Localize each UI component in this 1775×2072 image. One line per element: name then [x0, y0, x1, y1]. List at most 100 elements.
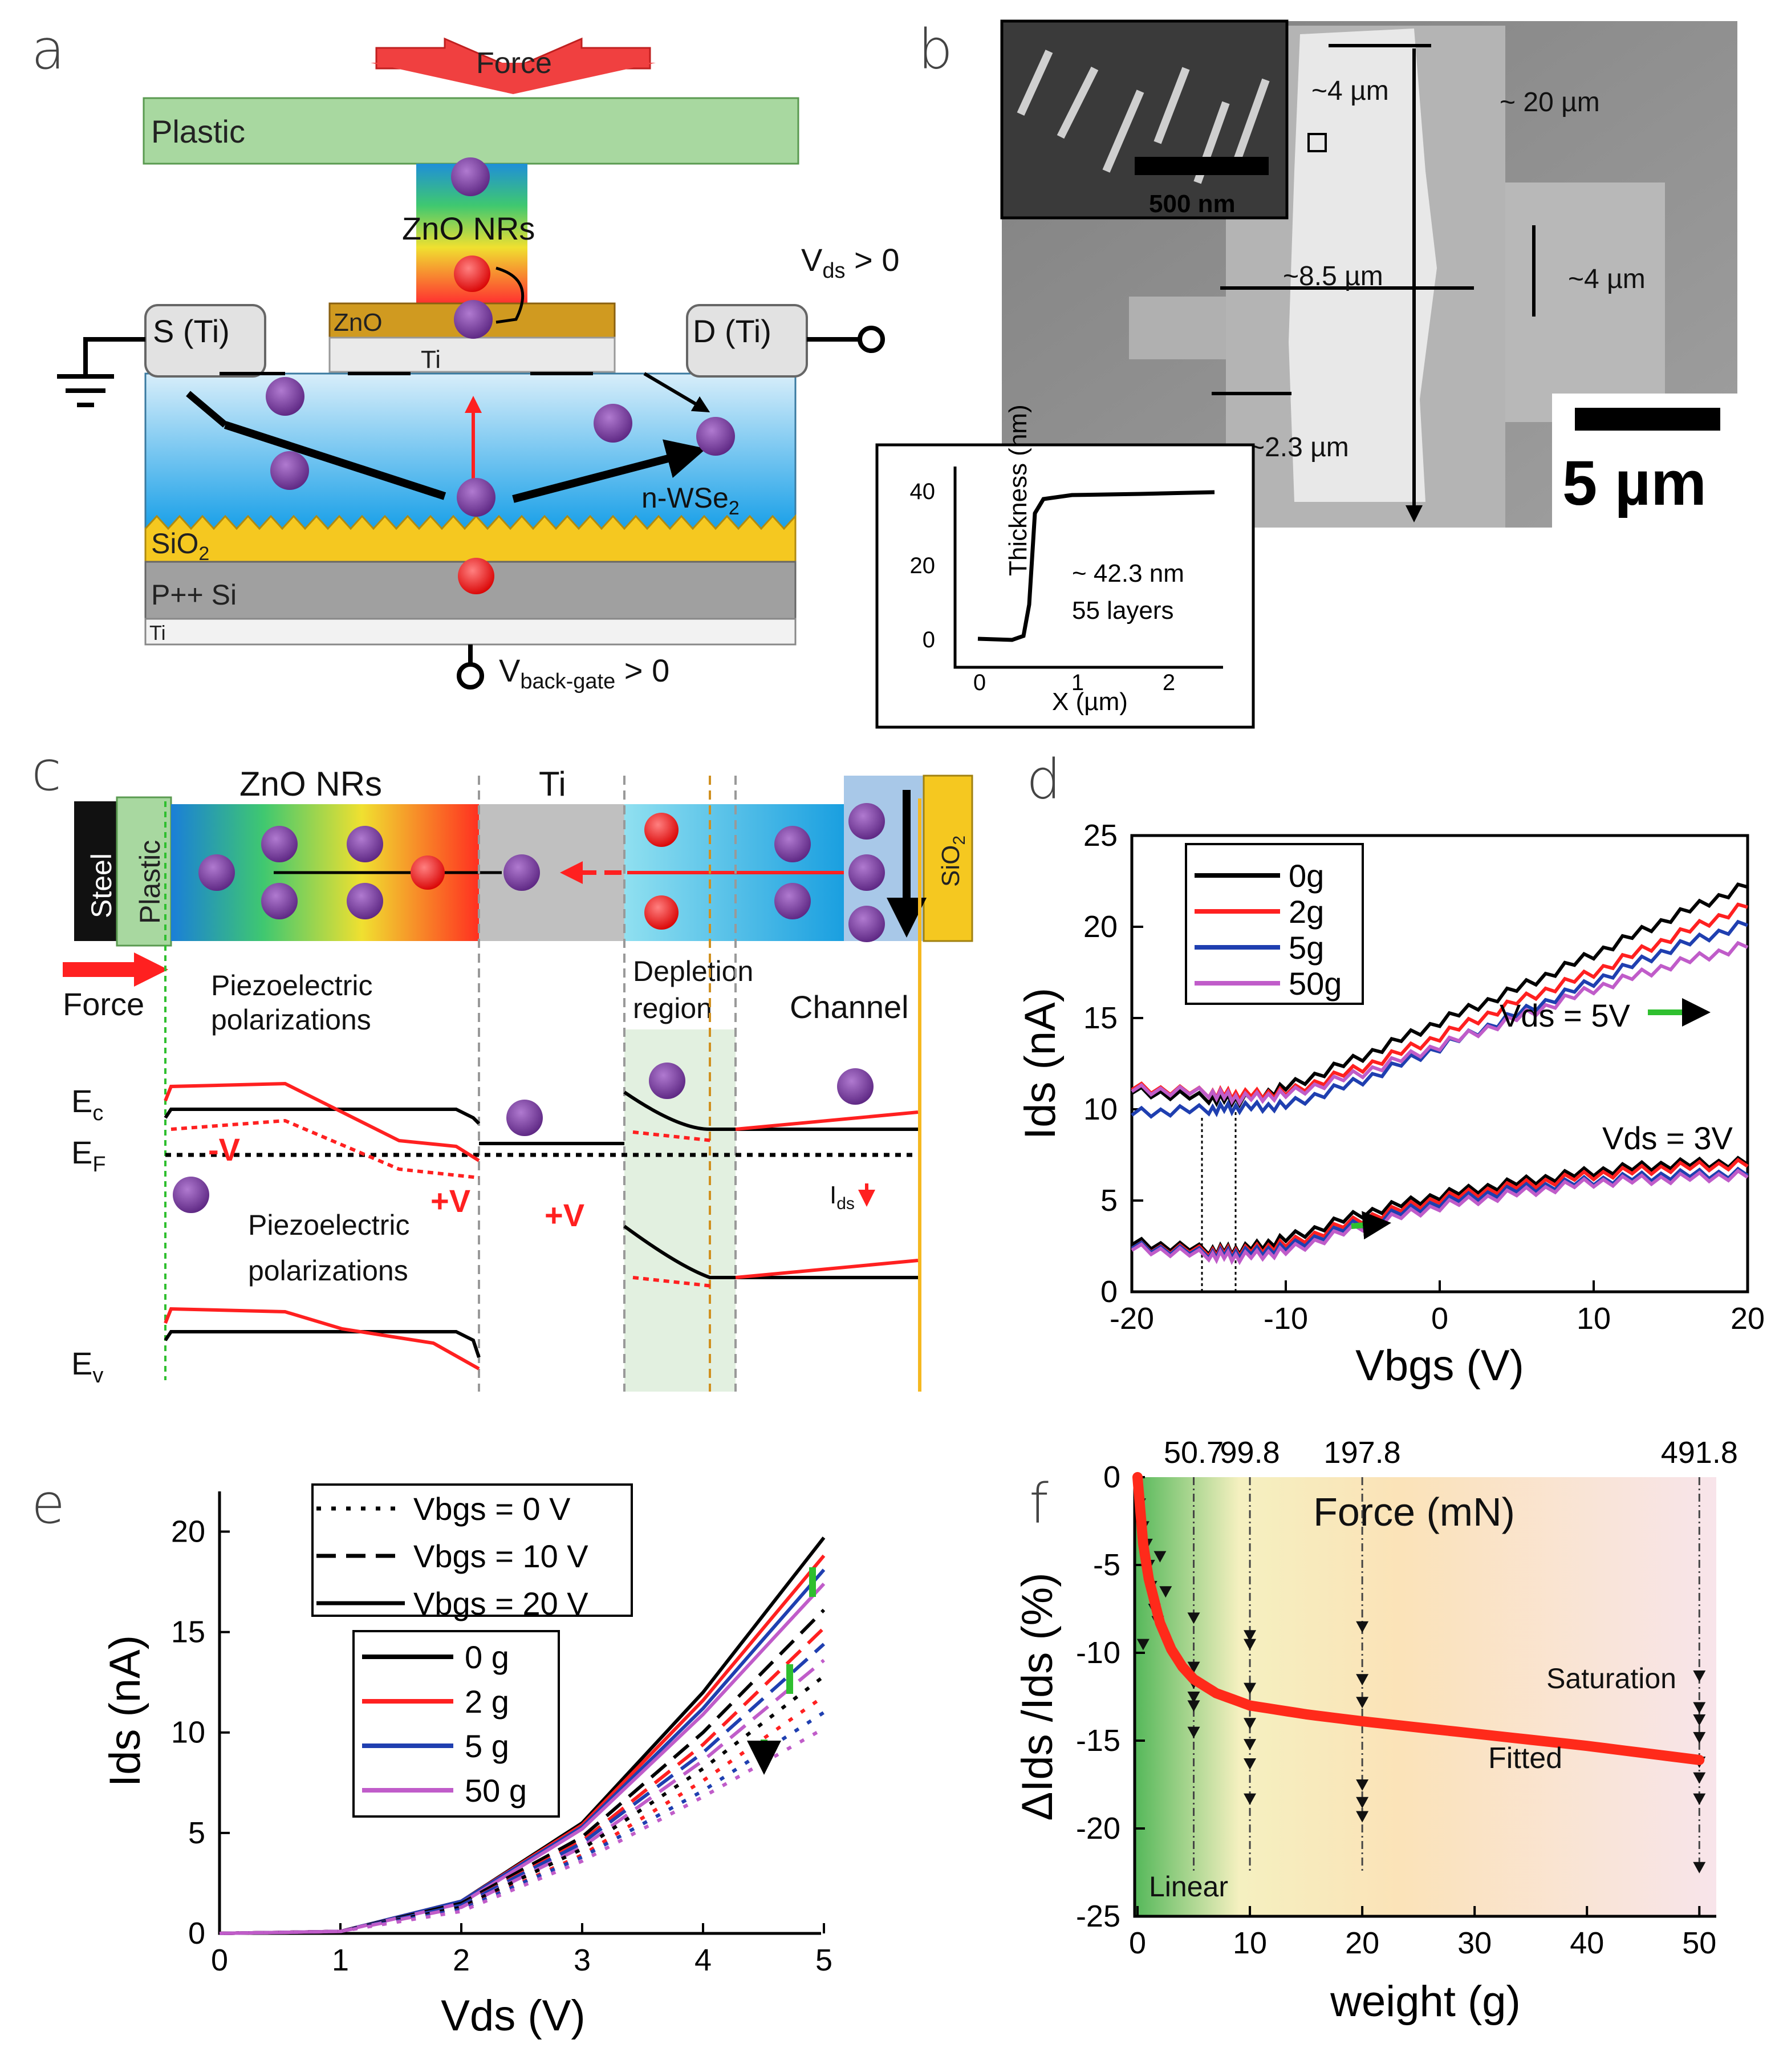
zno-nrs-title: ZnO NRs: [239, 765, 382, 803]
ylabel-f: ΔIds /Ids (%): [1013, 1572, 1062, 1820]
panel-label-e: e: [31, 1472, 65, 1536]
panel-label-a: a: [31, 18, 65, 82]
series-line-0g: [1131, 882, 1748, 1109]
inset-scale-bar: [1135, 157, 1269, 175]
vbg-label: Vback-gate > 0: [499, 652, 669, 694]
legend-label: 2g: [1289, 894, 1324, 930]
ticks-d: -20 -10 0 10 20 0 5 10 15 20 25: [1083, 818, 1765, 1336]
series-line-0 g: [219, 1674, 825, 1935]
data-point: [1244, 1739, 1257, 1751]
data-point: [1187, 1612, 1200, 1624]
legend-label: Vbgs = 20 V: [413, 1586, 588, 1621]
zno-nrs-label: ZnO NRs: [402, 210, 535, 246]
gate-terminal: [457, 662, 484, 690]
channel-label-c: Channel: [790, 989, 909, 1025]
drain-terminal: [858, 326, 885, 353]
ylabel-d: Ids (nA): [1016, 988, 1065, 1140]
x-tick-label: 4: [694, 1943, 712, 1977]
panel-label-d: d: [1026, 748, 1061, 812]
data-point: [1244, 1758, 1257, 1770]
band-shifted: [164, 1081, 919, 1370]
data-point: [1356, 1697, 1369, 1709]
x-tick-label: 5: [815, 1943, 832, 1977]
y-tick-label: 25: [1083, 818, 1118, 853]
data-point: [1187, 1692, 1200, 1703]
ground-icon: [57, 337, 145, 407]
data-point: [1693, 1702, 1706, 1714]
tunneling-arrows: [220, 372, 707, 411]
decrease-arrow: [764, 1567, 816, 1768]
annotation-d: Vds = 3V: [1602, 1120, 1733, 1156]
afm-axes: [953, 467, 1223, 669]
panel-f: f 0 10 20 30 40 50 0 -5 -10 -15 -20 -25 ΔIds /Ids (…: [1013, 1436, 1738, 2026]
legend-e-styles: [311, 1483, 633, 1617]
channel-label: n-WSe2: [641, 482, 740, 519]
minus-v-label: -V: [208, 1132, 240, 1167]
data-point: [1159, 1586, 1172, 1598]
source-path: [186, 391, 228, 428]
panel-b: b 500 nm 5 µm ~4 µm ~ 20 µm ~8.5 µm ~4 µ…: [875, 18, 1737, 729]
y-tick-label: -25: [1076, 1899, 1120, 1933]
top-tick-label: 50.7: [1164, 1436, 1224, 1470]
hole-icon: [411, 813, 679, 930]
main-scale-bar: [1575, 408, 1720, 431]
legend-label: 0 g: [465, 1639, 509, 1675]
plus-v-label: +V: [430, 1183, 470, 1219]
ti-title: Ti: [539, 765, 566, 803]
x-tick-label: 40: [1570, 1926, 1604, 1960]
sio2-label: SiO2: [151, 528, 209, 565]
afm-xtick: 1: [1071, 670, 1084, 695]
x-tick-label: 1: [332, 1943, 349, 1977]
y-tick-label: 15: [171, 1615, 205, 1649]
main-scale-label: 5 µm: [1562, 448, 1707, 518]
saturation-label: Saturation: [1546, 1663, 1676, 1694]
dim-label: ~4 µm: [1568, 264, 1646, 294]
xlabel-d: Vbgs (V): [1355, 1341, 1524, 1390]
afm-ytick: 0: [923, 627, 935, 652]
x-tick-label: 2: [453, 1943, 470, 1977]
afm-ytick: 20: [910, 553, 936, 578]
data-point: [1187, 1700, 1200, 1712]
force-label-c: Force: [63, 986, 144, 1022]
dim-label: ~ 20 µm: [1500, 87, 1600, 117]
y-tick-label: 15: [1083, 1001, 1118, 1035]
y-tick-label: 10: [1083, 1092, 1118, 1126]
source-label: S (Ti): [153, 313, 230, 349]
data-point: [1693, 1714, 1706, 1726]
panel-a: a Force Plastic ZnO NRs ZnO Ti n-WSe2 Si…: [31, 18, 899, 694]
y-tick-label: 5: [1100, 1183, 1118, 1218]
ti-top-layer: [328, 336, 616, 373]
afm-ylabel: Thickness (nm): [1004, 404, 1032, 576]
afm-xtick: 0: [973, 670, 986, 695]
ec-label: Ec: [71, 1083, 103, 1125]
force-arrow-body: [371, 63, 656, 94]
ef-label: EF: [71, 1134, 106, 1177]
data-point: [1693, 1732, 1706, 1743]
x-tick-label: 30: [1457, 1926, 1492, 1960]
panel-c: c Steel Plastic SiO2 ZnO NRs Ti Force Pi…: [31, 739, 973, 1392]
x-tick-label: 50: [1682, 1926, 1716, 1960]
series-line-5g: [1131, 919, 1749, 1119]
data-point: [1356, 1621, 1369, 1633]
afm-note: ~ 42.3 nm: [1072, 559, 1184, 587]
pair-link: [495, 266, 525, 324]
series-line-5 g: [219, 1710, 825, 1935]
ti-block: [479, 804, 624, 941]
fitted-label: Fitted: [1488, 1742, 1562, 1775]
legend-label: Vbgs = 10 V: [413, 1538, 588, 1574]
series-line-50g: [1131, 940, 1749, 1106]
y-tick-label: 5: [188, 1816, 205, 1850]
inset-marker: [1307, 133, 1327, 152]
y-tick-label: 10: [171, 1716, 205, 1750]
dim-label: ~2.3 µm: [1249, 432, 1349, 463]
plastic-label: Plastic: [151, 113, 245, 149]
legend-label: Vbgs = 0 V: [413, 1491, 571, 1527]
y-tick-label: -5: [1093, 1548, 1120, 1582]
y-tick-label: 0: [188, 1916, 205, 1951]
polar-label-2: polarizations: [248, 1255, 408, 1287]
plastic-block: [116, 796, 172, 947]
fit-curve: [1132, 1472, 1705, 1765]
steel-label: Steel: [86, 853, 117, 918]
panel-d: d -20 -10 0 10 20 0 5 10 15 20 25 Ids (nA) Vbgs (V…: [1016, 748, 1765, 1390]
legend-label: 2 g: [465, 1684, 509, 1720]
